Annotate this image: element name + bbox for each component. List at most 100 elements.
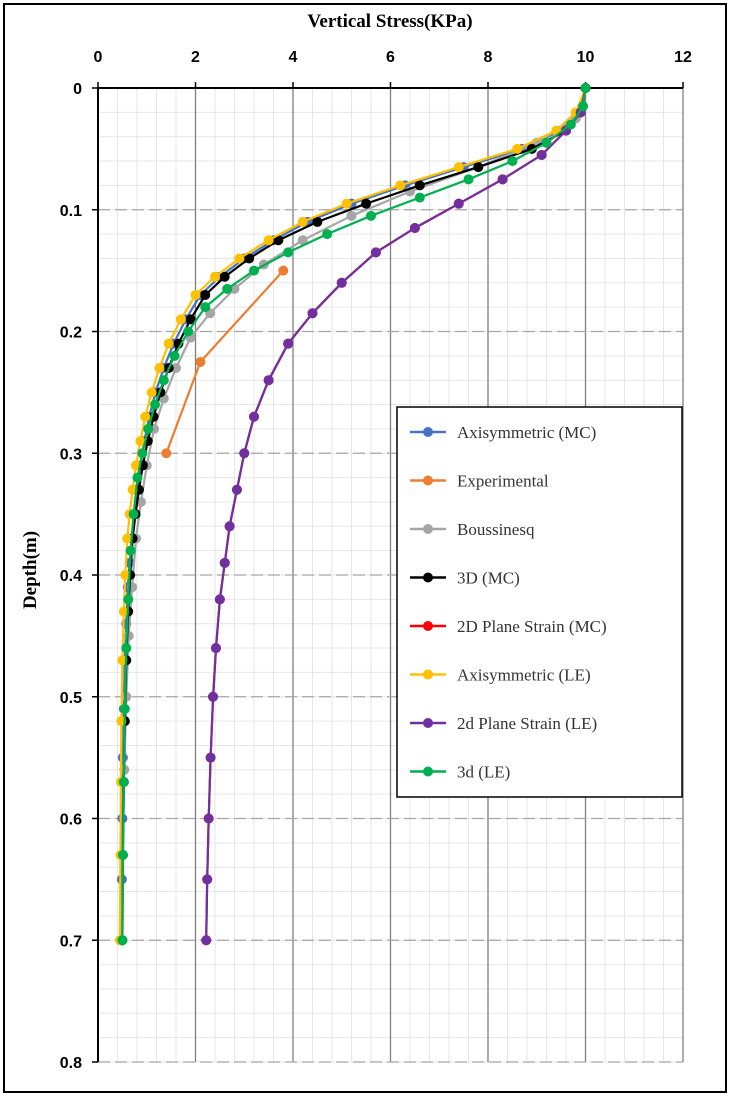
data-point (202, 874, 213, 885)
x-axis-title: Vertical Stress(KPa) (307, 11, 472, 32)
data-point (341, 198, 352, 209)
data-point (297, 216, 308, 227)
data-point (121, 643, 132, 654)
y-tick-label: 0.8 (60, 1055, 82, 1072)
data-point (208, 691, 219, 702)
series-line (205, 87, 587, 941)
data-point (473, 162, 484, 173)
legend-marker (423, 766, 433, 777)
legend-marker (423, 572, 433, 583)
data-point (118, 776, 129, 787)
legend-label: Experimental (457, 472, 549, 491)
series-layer (114, 83, 591, 946)
y-tick-label: 0.6 (60, 812, 82, 829)
data-point (222, 283, 233, 294)
series-8 (117, 83, 591, 946)
data-point (361, 198, 372, 209)
y-tick-label: 0.5 (60, 690, 82, 707)
legend-label: 2D Plane Strain (MC) (457, 617, 607, 636)
legend-marker (423, 621, 433, 631)
legend-marker (423, 475, 433, 486)
data-point (366, 210, 376, 221)
legend-marker (423, 718, 433, 728)
data-point (185, 314, 196, 325)
data-point (132, 472, 143, 483)
data-point (135, 436, 146, 447)
x-tick-label: 10 (577, 49, 595, 66)
legend-marker (423, 524, 433, 534)
data-point (200, 302, 211, 313)
data-point (171, 363, 181, 374)
data-point (195, 356, 206, 367)
series-7 (201, 83, 591, 946)
legend-label: 2d Plane Strain (LE) (457, 714, 597, 733)
data-point (201, 935, 212, 946)
data-point (120, 570, 131, 580)
data-point (224, 521, 235, 532)
data-point (118, 606, 129, 617)
data-point (414, 192, 425, 203)
data-point (210, 643, 221, 654)
data-point (453, 198, 464, 209)
series-line (121, 87, 587, 941)
x-tick-label: 2 (191, 49, 200, 66)
data-point (190, 289, 201, 300)
x-tick-label: 4 (289, 49, 298, 66)
data-point (117, 752, 128, 763)
legend-label: Axisymmetric (MC) (457, 423, 596, 442)
data-point (146, 387, 157, 398)
data-point (203, 813, 214, 824)
x-tick-label: 0 (94, 49, 103, 66)
data-point (219, 271, 230, 282)
y-axis-title: Depth(m) (20, 531, 41, 609)
data-point (414, 180, 425, 191)
legend-label: 3d (LE) (457, 763, 510, 782)
data-point (307, 308, 318, 319)
x-tick-label: 8 (484, 49, 493, 66)
y-tick-label: 0.1 (60, 203, 82, 220)
data-point (183, 326, 194, 337)
data-point (234, 253, 245, 264)
x-tick-labels: 0 2 4 6 8 10 12 (94, 49, 692, 66)
data-point (346, 210, 357, 221)
data-point (143, 423, 154, 434)
data-point (507, 156, 518, 167)
data-point (210, 271, 220, 282)
data-point (239, 448, 250, 459)
data-point (312, 216, 323, 227)
y-tick-label: 0.4 (60, 568, 82, 585)
data-point (231, 484, 242, 495)
data-point (336, 277, 347, 288)
data-point (169, 350, 180, 361)
y-tick-label: 0 (73, 81, 82, 98)
data-point (119, 703, 130, 714)
series-2 (161, 265, 289, 459)
data-point (497, 174, 508, 185)
data-point (370, 247, 381, 258)
data-point (123, 630, 134, 641)
legend-label: Axisymmetric (LE) (457, 666, 591, 685)
legend-marker (423, 669, 433, 680)
data-point (453, 162, 464, 173)
data-point (536, 149, 547, 160)
y-tick-labels: 0 0.1 0.2 0.3 0.4 0.5 0.6 0.7 0.8 (60, 81, 82, 1072)
x-tick-label: 12 (674, 49, 692, 66)
data-point (244, 253, 255, 264)
data-point (283, 338, 294, 349)
data-point (322, 229, 333, 240)
data-point (263, 375, 274, 386)
legend-label: 3D (MC) (457, 569, 520, 588)
data-point (395, 180, 406, 191)
x-tick-label: 6 (386, 49, 395, 66)
data-point (273, 235, 284, 246)
legend: Axisymmetric (MC) Experimental Boussinesq 3… (396, 406, 683, 798)
data-point (512, 143, 523, 154)
data-point (263, 235, 274, 246)
data-point (123, 594, 134, 605)
data-point (409, 223, 420, 234)
data-point (565, 119, 576, 130)
data-point (578, 101, 589, 112)
data-point (219, 557, 230, 568)
